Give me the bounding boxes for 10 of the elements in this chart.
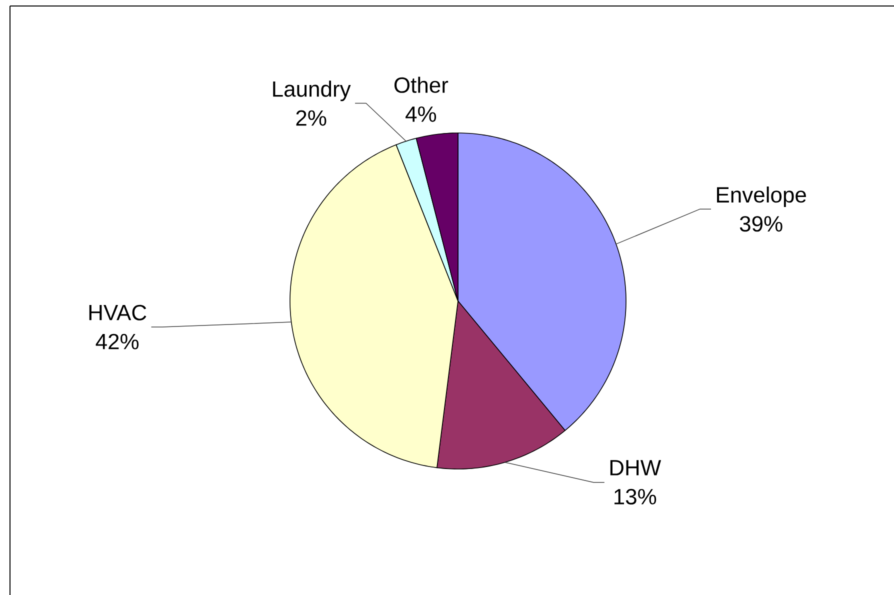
data-label: 42% <box>96 334 139 350</box>
data-label: 39% <box>740 216 782 232</box>
data-label: 2% <box>296 110 326 126</box>
data-label: 13% <box>614 488 656 505</box>
slice-label: Envelope <box>717 186 806 208</box>
data-label: 4% <box>406 106 436 122</box>
slice-label: DHW <box>610 460 662 476</box>
slice-label: Other <box>394 76 448 93</box>
slice-label: Laundry <box>273 80 351 102</box>
slice-label: HVAC <box>89 304 146 320</box>
